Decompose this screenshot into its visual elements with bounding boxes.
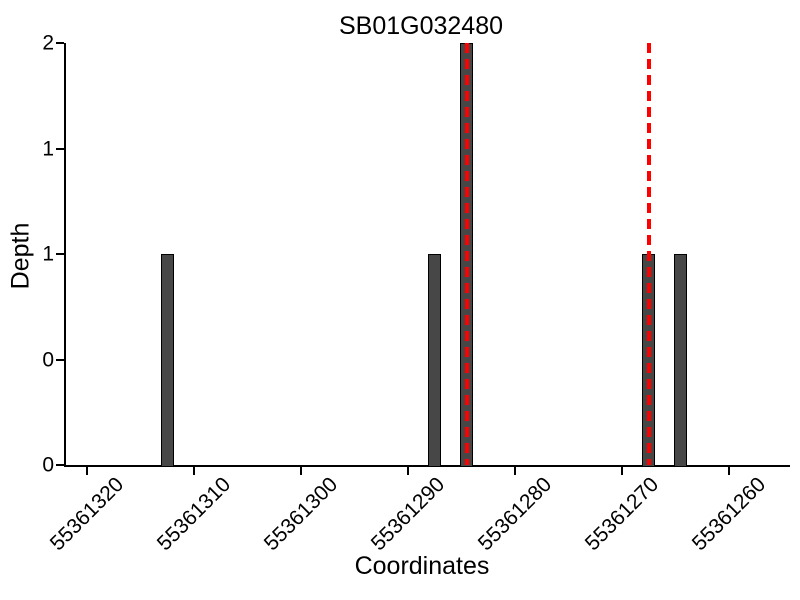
- y-tick-label: 1: [42, 242, 54, 266]
- x-tick-label: 55361260: [687, 472, 771, 556]
- depth-bar: [160, 254, 174, 466]
- x-tick: [407, 467, 409, 475]
- x-tick: [193, 467, 195, 475]
- x-tick-label: 55361310: [152, 472, 236, 556]
- y-tick-label: 0: [42, 453, 54, 477]
- depth-bar: [674, 254, 688, 466]
- x-tick: [514, 467, 516, 475]
- x-tick-label: 55361290: [366, 472, 450, 556]
- y-axis-spine: [64, 43, 66, 467]
- y-tick: [56, 253, 64, 255]
- x-tick: [621, 467, 623, 475]
- x-tick: [300, 467, 302, 475]
- x-tick-label: 55361270: [580, 472, 664, 556]
- y-tick-label: 0: [42, 348, 54, 371]
- y-tick: [56, 464, 64, 466]
- y-tick-label: 1: [42, 137, 54, 160]
- x-tick: [86, 467, 88, 475]
- y-tick: [56, 42, 64, 44]
- y-tick-label: 2: [42, 31, 54, 55]
- chart-title: SB01G032480: [338, 12, 504, 40]
- y-tick: [56, 358, 64, 361]
- x-tick-label: 55361280: [473, 472, 557, 556]
- snp-marker-line: [464, 43, 469, 465]
- x-tick: [728, 467, 730, 475]
- x-axis-title: Coordinates: [354, 552, 490, 580]
- x-tick-label: 55361320: [45, 472, 129, 556]
- snp-marker-line: [646, 43, 651, 465]
- depth-bar: [428, 254, 442, 466]
- y-tick: [56, 147, 64, 150]
- x-axis-spine: [64, 465, 790, 467]
- x-tick-label: 55361300: [259, 472, 343, 556]
